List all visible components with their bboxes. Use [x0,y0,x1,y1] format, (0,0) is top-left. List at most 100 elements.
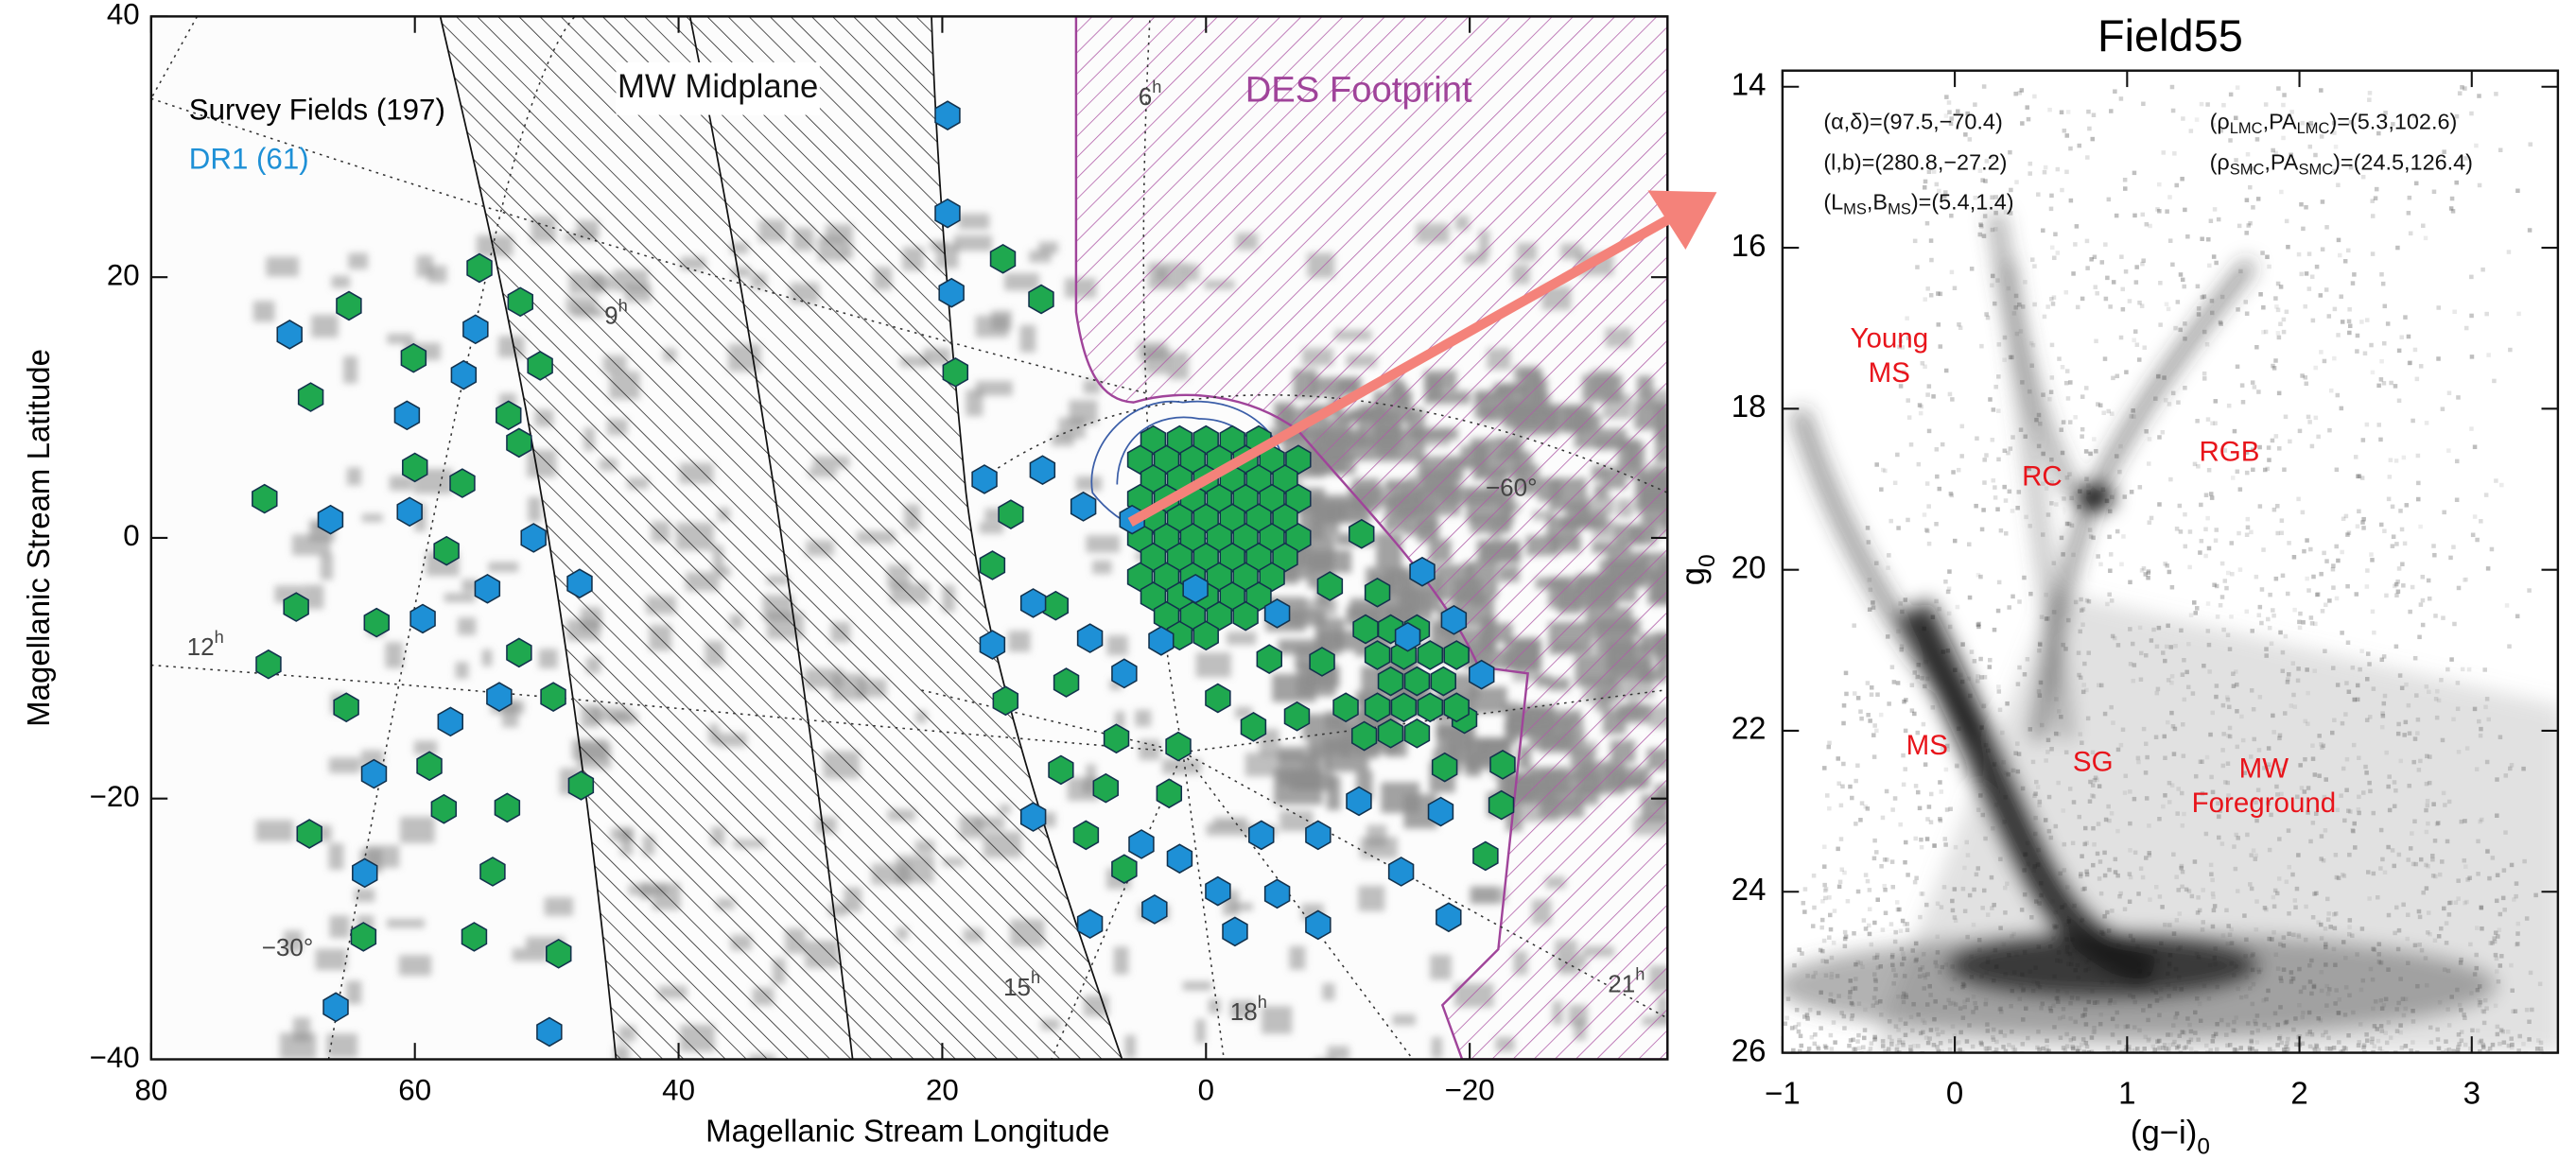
gas-blob [444,593,476,602]
star-density-cell [2492,379,2497,384]
field-marker [394,401,419,429]
star-density-cell [2397,566,2402,571]
star-density-cell [2311,319,2316,323]
field-marker [1233,602,1258,631]
star-density-cell [1934,599,1939,604]
star-density-cell [2313,366,2318,371]
star-density-cell [2010,509,2015,513]
star-density-cell [2469,314,2474,319]
star-density-cell [2341,320,2345,324]
star-density-cell [2394,459,2399,463]
field-marker [1366,641,1390,669]
star-density-cell [2276,86,2281,91]
star-density-cell [2528,228,2532,233]
star-density-cell [2411,585,2415,590]
star-density-cell [1888,519,1893,524]
star-density-cell [2272,366,2277,371]
star-density-cell [2431,544,2436,548]
star-density-cell [1984,453,1989,458]
star-density-cell [2292,555,2297,560]
star-density-cell [2356,524,2360,528]
star-density-cell [2220,562,2225,566]
star-density-cell [2219,321,2223,326]
star-density-cell [1800,951,1804,956]
annotation-text: −60° [1486,474,1538,502]
star-density-cell [1955,763,1959,768]
star-density-cell [2469,426,2474,431]
star-density-cell [2371,371,2376,375]
star-density-cell [2298,429,2303,434]
star-density-cell [2366,651,2371,656]
star-density-cell [2141,213,2146,217]
field-marker [1366,579,1390,607]
star-density-cell [2306,415,2311,420]
star-density-cell [2251,205,2255,210]
star-density-cell [1993,628,1997,632]
star-density-cell [1980,178,1985,182]
star-density-cell [1872,839,1877,843]
star-density-cell [1997,342,2002,347]
x-tick-label: −1 [1765,1075,1801,1110]
star-density-cell [2254,345,2259,350]
gas-blob [958,214,989,230]
field-marker [1166,733,1191,761]
star-density-cell [1887,553,1891,558]
gas-blob [266,257,298,277]
gas-blob [1135,710,1151,727]
star-density-cell [2405,503,2410,508]
star-density-cell [1915,675,1920,680]
star-density-cell [2467,667,2472,672]
star-density-cell [2432,553,2437,558]
star-density-cell [2388,475,2393,479]
star-density-cell [2080,434,2084,439]
field-marker [1317,572,1342,600]
field-marker [1206,877,1230,906]
star-density-cell [2173,326,2178,331]
field-info-subscript: LMC [2297,121,2330,138]
star-density-cell [1893,930,1898,935]
field-marker [277,320,302,349]
star-density-cell [1883,857,1888,862]
star-density-cell [2427,579,2431,583]
star-density-cell [2069,199,2074,203]
star-density-cell [1927,384,1932,389]
star-density-cell [1812,906,1817,910]
star-density-cell [2402,456,2407,460]
star-density-cell [2078,144,2082,148]
star-density-cell [2498,147,2503,152]
star-density-cell [2108,304,2113,309]
star-density-cell [2244,300,2249,304]
star-density-cell [2381,282,2386,286]
star-density-cell [1978,222,1983,227]
x-axis-label-text: (g−i) [2131,1116,2197,1151]
star-density-cell [2202,376,2207,381]
star-density-cell [2425,421,2429,425]
star-density-cell [2379,377,2384,382]
star-density-cell [1858,818,1863,822]
star-density-cell [1801,901,1806,906]
star-density-cell [2255,137,2260,142]
star-density-cell [2087,127,2092,131]
star-density-cell [2327,314,2332,319]
star-density-cell [2421,623,2426,628]
field-marker [1489,791,1514,820]
star-density-cell [1792,963,1797,968]
field-marker [1257,645,1281,673]
star-density-cell [2095,291,2099,296]
star-density-cell [2343,259,2348,264]
star-density-cell [1868,932,1872,937]
star-density-cell [2352,272,2357,277]
star-density-cell [1998,708,2003,713]
star-density-cell [2407,335,2411,339]
star-density-cell [2296,497,2301,502]
star-density-cell [2124,269,2129,274]
star-density-cell [2032,303,2037,307]
star-density-cell [2248,221,2253,226]
star-density-cell [2507,250,2512,254]
star-density-cell [1862,918,1867,923]
field-info: (l,b)=(280.8,−27.2) [1823,150,2007,175]
star-density-cell [1866,806,1871,811]
star-density-cell [2167,307,2171,312]
star-density-cell [2372,631,2376,635]
star-density-cell [2188,529,2193,534]
